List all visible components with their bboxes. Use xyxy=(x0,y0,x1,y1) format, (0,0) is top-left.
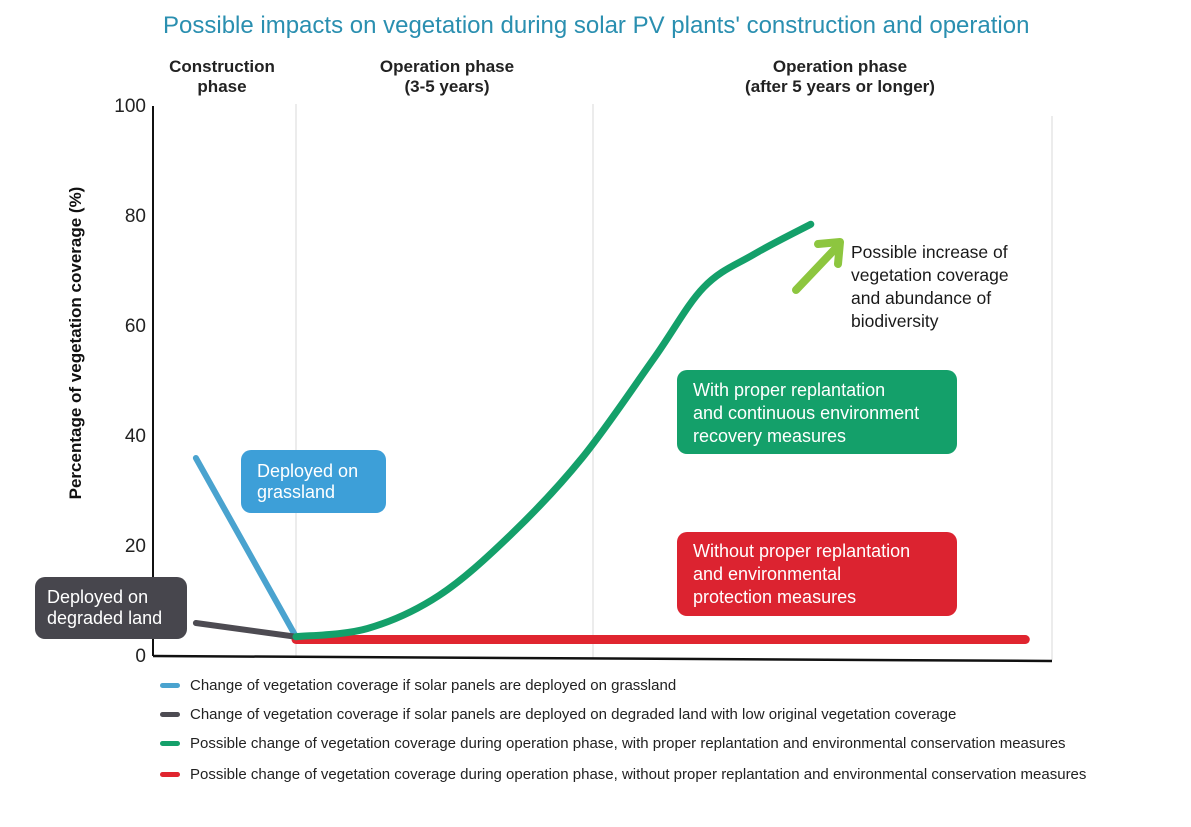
legend-item-without-replantation: Possible change of vegetation coverage d… xyxy=(160,766,1120,783)
legend-swatch-grassland xyxy=(160,683,180,688)
y-tick-40: 40 xyxy=(125,426,146,447)
vegetation-chart: Possible impacts on vegetation during so… xyxy=(35,12,1053,667)
callout-without-replantation: Without proper replantation and environm… xyxy=(677,532,957,616)
legend-item-grassland: Change of vegetation coverage if solar p… xyxy=(160,677,1120,694)
legend-item-with-replantation: Possible change of vegetation coverage d… xyxy=(160,735,1120,752)
legend-label-grassland: Change of vegetation coverage if solar p… xyxy=(190,677,677,694)
callout-degraded-box xyxy=(35,577,187,639)
increase-arrow-icon xyxy=(792,238,844,294)
callout-grassland-box xyxy=(241,450,386,513)
y-tick-0: 0 xyxy=(135,646,146,667)
increase-note-line4: biodiversity xyxy=(851,311,939,331)
legend-item-degraded: Change of vegetation coverage if solar p… xyxy=(160,706,1120,723)
y-tick-80: 80 xyxy=(125,206,146,227)
y-tick-20: 20 xyxy=(125,536,146,557)
increase-note-line2: vegetation coverage xyxy=(851,265,1009,285)
callout-grassland-line2: grassland xyxy=(257,482,335,502)
x-axis xyxy=(152,654,1053,663)
callout-without-box xyxy=(677,532,957,616)
legend-swatch-without xyxy=(160,772,180,777)
callout-with-line3: recovery measures xyxy=(693,426,846,446)
y-tick-100: 100 xyxy=(114,96,146,117)
callout-without-line3: protection measures xyxy=(693,587,856,607)
legend-swatch-degraded xyxy=(160,712,180,717)
legend-label-degraded: Change of vegetation coverage if solar p… xyxy=(190,706,957,723)
chart-title: Possible impacts on vegetation during so… xyxy=(163,12,1029,39)
increase-note-line3: and abundance of xyxy=(851,288,991,308)
callout-degraded: Deployed on degraded land xyxy=(35,577,187,639)
series-with-replantation-line xyxy=(292,220,815,641)
callout-with-replantation: With proper replantation and continuous … xyxy=(677,370,957,454)
legend-label-without: Possible change of vegetation coverage d… xyxy=(190,766,1087,783)
phase-operation-late-line1: Operation phase xyxy=(773,57,907,76)
callout-degraded-line1: Deployed on xyxy=(47,587,148,607)
legend-label-with: Possible change of vegetation coverage d… xyxy=(190,735,1066,752)
callout-without-line1: Without proper replantation xyxy=(693,541,910,561)
callout-with-line2: and continuous environment xyxy=(693,403,919,423)
phase-operation-early-line2: (3-5 years) xyxy=(404,77,489,96)
legend-swatch-with xyxy=(160,741,180,746)
phase-operation-late-line2: (after 5 years or longer) xyxy=(745,77,935,96)
callout-grassland: Deployed on grassland xyxy=(241,450,386,513)
callout-degraded-line2: degraded land xyxy=(47,608,162,628)
increase-note-line1: Possible increase of xyxy=(851,242,1008,262)
callout-with-line1: With proper replantation xyxy=(693,380,885,400)
callout-with-box xyxy=(677,370,957,454)
phase-construction-line1: Construction xyxy=(169,57,275,76)
series-degraded-line xyxy=(192,620,299,640)
y-axis-label: Percentage of vegetation coverage (%) xyxy=(66,187,85,500)
callout-without-line2: and environmental xyxy=(693,564,841,584)
series-grassland-line xyxy=(192,455,299,640)
legend: Change of vegetation coverage if solar p… xyxy=(160,677,1120,783)
callout-grassland-line1: Deployed on xyxy=(257,461,358,481)
y-tick-60: 60 xyxy=(125,316,146,337)
phase-construction-line2: phase xyxy=(197,77,246,96)
phase-operation-early-line1: Operation phase xyxy=(380,57,514,76)
